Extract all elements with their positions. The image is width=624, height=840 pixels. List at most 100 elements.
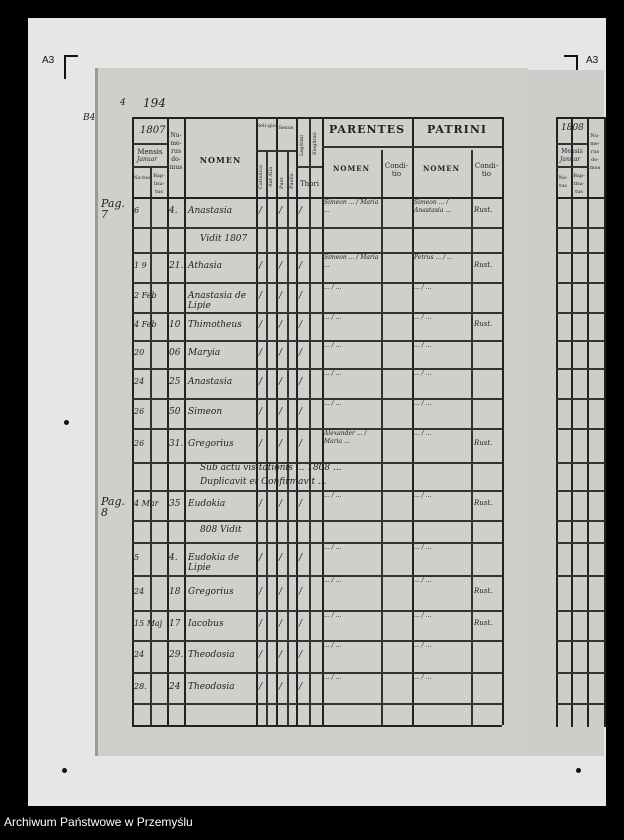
tally-mark: /	[259, 586, 263, 597]
row-conditio: Rust.	[474, 499, 493, 507]
table-row-rule	[556, 398, 604, 400]
table-row-rule	[556, 197, 604, 199]
row-patrini: ... / ...	[414, 544, 432, 551]
tally-mark: /	[279, 552, 283, 563]
table-row-rule	[132, 197, 502, 199]
table-row-rule	[132, 575, 502, 577]
archive-credit: Archiwum Państwowe w Przemyślu	[4, 815, 193, 829]
row-name: Athasia	[188, 261, 222, 271]
tally-mark: /	[279, 650, 283, 660]
next-header-numerus: Nu-me-rus do-mus	[589, 133, 601, 171]
sheet-label-right: A3	[586, 55, 599, 66]
row-house-number: 18	[169, 586, 181, 597]
table-row-rule	[556, 368, 604, 370]
tally-mark: /	[299, 552, 303, 563]
row-name: Anastasia de Lipie	[188, 291, 247, 311]
table-row-rule	[132, 725, 502, 727]
row-name: Eudokia de Lipie	[188, 552, 240, 573]
row-house-number: 06	[169, 348, 181, 358]
table-row-rule	[556, 312, 604, 314]
table-column-rule	[167, 117, 169, 725]
row-patrini: ... / ...	[414, 314, 432, 321]
tally-mark: /	[299, 650, 303, 660]
table-row-rule	[132, 520, 502, 522]
row-house-number: 4.	[169, 552, 178, 563]
margin-pag-8: Pag. 8	[101, 495, 126, 519]
row-parents: ... / ...	[324, 342, 342, 349]
tally-mark: /	[299, 439, 303, 449]
tally-mark: /	[259, 407, 263, 417]
table-row-rule	[132, 368, 502, 370]
tally-mark: /	[299, 499, 303, 509]
crop-mark	[64, 55, 78, 79]
tally-mark: /	[299, 320, 303, 330]
row-date: 24	[134, 650, 145, 659]
margin-b4: B4	[83, 113, 96, 123]
crop-mark	[564, 55, 578, 79]
table-row-rule	[556, 703, 604, 705]
row-house-number: 10	[169, 320, 181, 330]
row-name: Eudokia	[188, 499, 226, 509]
row-patrini: ... / ...	[414, 612, 432, 619]
header-thori: Thori	[300, 180, 319, 188]
row-conditio: Rust.	[474, 261, 493, 269]
table-row-rule	[322, 146, 502, 148]
table-row-rule	[132, 398, 502, 400]
table-row-rule	[256, 150, 296, 152]
row-patrini: ... / ...	[414, 430, 432, 437]
tally-mark: /	[279, 291, 283, 301]
row-parents: ... / ...	[324, 642, 342, 649]
row-conditio: Rust.	[474, 320, 493, 328]
row-date: 15 Maj	[134, 619, 163, 628]
row-note: Duplicavit et Confirmavit ...	[200, 477, 327, 487]
tally-mark: /	[259, 552, 263, 563]
header-puer: Puer	[279, 177, 285, 189]
table-row-rule	[132, 640, 502, 642]
tally-mark: /	[299, 291, 303, 301]
tally-mark: /	[279, 499, 283, 509]
tally-mark: /	[279, 320, 283, 330]
table-row-rule	[132, 252, 502, 254]
header-aut-alia: Aut Alia	[268, 166, 274, 188]
row-house-number: 4.	[169, 206, 178, 216]
table-row-rule	[556, 117, 604, 119]
row-name: Theodosia	[188, 681, 235, 692]
tally-mark: /	[299, 681, 303, 692]
table-row-rule	[556, 462, 604, 464]
row-name: Theodosia	[188, 650, 235, 660]
tally-mark: /	[279, 261, 283, 271]
table-column-rule	[266, 150, 268, 725]
next-header-year: 1808	[561, 123, 584, 133]
row-parents: ... / ...	[324, 492, 342, 499]
row-patrini: Simeon ... / Anastasia ...	[414, 199, 452, 214]
row-note: Sub actu visitationis ... 1808 ...	[200, 463, 342, 473]
tally-mark: /	[299, 261, 303, 271]
row-patrini: ... / ...	[414, 492, 432, 499]
row-name: Gregorius	[188, 439, 234, 449]
header-puella: Puella	[289, 173, 295, 189]
table-row-rule	[556, 340, 604, 342]
row-name: Anastasia	[188, 206, 233, 216]
header-baptisatus: Bap-tisa-tus	[153, 173, 165, 195]
row-name: Maryia	[188, 348, 221, 358]
header-patrini-conditio: Condi-tio	[474, 162, 499, 178]
table-column-rule	[184, 117, 186, 725]
row-parents: Simeon ... / Maria ...	[324, 254, 379, 269]
row-date: 24	[134, 586, 145, 596]
registration-dot	[576, 768, 581, 773]
table-row-rule	[556, 640, 604, 642]
row-name: Simeon	[188, 407, 223, 417]
header-mensis: Mensis	[137, 148, 163, 156]
table-column-rule	[256, 117, 258, 725]
tally-mark: /	[279, 407, 283, 417]
row-name: Anastasia	[188, 377, 233, 387]
table-row-rule	[556, 672, 604, 674]
tally-mark: /	[259, 348, 263, 358]
table-row-rule	[132, 428, 502, 430]
header-year: 1807	[140, 125, 166, 136]
table-row-rule	[556, 428, 604, 430]
tally-mark: /	[299, 377, 303, 387]
row-patrini: ... / ...	[414, 400, 432, 407]
table-row-rule	[132, 490, 502, 492]
row-parents: ... / ...	[324, 612, 342, 619]
